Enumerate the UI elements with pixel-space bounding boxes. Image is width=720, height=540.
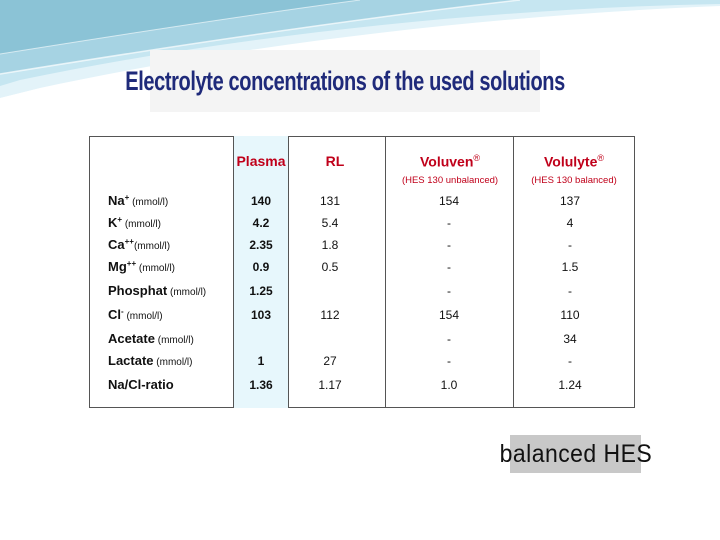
charge-sign: - [121,307,124,316]
unit-label: (mmol/l) [133,241,171,252]
slide-title-box: Electrolyte concentrations of the used s… [125,50,565,112]
charge-sign: + [124,193,130,202]
table-cell: 2.35 [249,238,273,252]
table-cell: 1 [257,354,265,368]
table-cell: 1.17 [318,378,342,392]
table-cell: 154 [438,194,460,208]
table-cell: 5.4 [321,216,339,230]
table-cell: - [568,284,572,298]
plasma-column-highlight [233,136,289,408]
unit-label: (mmol/l) [153,357,193,368]
electrolyte-name: Cl [108,307,121,322]
subheader-voluven: (HES 130 unbalanced) [401,175,499,186]
header-voluven: Voluven® [419,153,481,170]
table-cell: 154 [438,308,460,322]
row-label: K+ (mmol/l) [108,215,161,230]
table-row: Lactate (mmol/l) 1 27 - - [90,353,636,373]
table-cell: - [447,238,451,252]
badge-label: balanced HES [499,439,652,468]
electrolyte-name: K [108,215,118,230]
table-cell: 137 [559,194,581,208]
row-label: Lactate (mmol/l) [108,353,192,368]
table-cell: 1.24 [558,378,582,392]
header-volulyte: Volulyte® [543,153,605,170]
row-label: Cl- (mmol/l) [108,307,163,322]
electrolyte-name: Na/Cl-ratio [108,377,174,392]
table-cell: 34 [563,332,577,346]
row-label: Na/Cl-ratio [108,377,174,392]
balanced-hes-badge: balanced HES [499,435,651,473]
electrolyte-table: Plasma RL Voluven® (HES 130 unbalanced) … [89,136,635,408]
table-cell: - [447,284,451,298]
table-row: Ca++(mmol/l) 2.35 1.8 - - [90,237,636,257]
table-row: Mg++ (mmol/l) 0.9 0.5 - 1.5 [90,259,636,279]
row-label: Ca++(mmol/l) [108,237,170,252]
table-row: Cl- (mmol/l) 103 112 154 110 [90,307,636,327]
table-cell: 140 [250,194,272,208]
unit-label: (mmol/l) [136,263,176,274]
row-label: Na+ (mmol/l) [108,193,168,208]
table-cell: 4 [566,216,574,230]
unit-label: (mmol/l) [122,219,161,230]
table-cell: 1.25 [249,284,273,298]
table-cell: - [568,354,572,368]
unit-label: (mmol/l) [167,287,207,298]
header-rl: RL [325,153,345,169]
table-cell: 1.0 [440,378,458,392]
unit-label: (mmol/l) [123,311,163,322]
subheader-volulyte: (HES 130 balanced) [531,175,617,186]
unit-label: (mmol/l) [129,197,169,208]
table-cell: 112 [320,308,340,322]
table-cell: - [447,260,451,274]
table-row: Phosphat (mmol/l) 1.25 - - [90,283,636,303]
electrolyte-name: Phosphat [108,283,168,298]
charge-sign: + [117,215,123,224]
table-cell: 110 [560,308,580,322]
table-row: Na/Cl-ratio 1.36 1.17 1.0 1.24 [90,377,636,397]
table-cell: 1.5 [561,260,579,274]
charge-sign: ++ [124,237,134,246]
table-cell: 0.5 [321,260,339,274]
table-cell: 131 [319,194,341,208]
table-cell: 1.36 [249,378,273,392]
registered-mark: ® [597,153,605,163]
row-label: Phosphat (mmol/l) [108,283,206,298]
table-cell: - [447,216,451,230]
charge-sign: ++ [126,259,137,268]
table-cell: 4.2 [252,216,270,230]
column-divider [385,136,386,408]
column-divider [513,136,514,408]
table-cell: - [568,238,572,252]
electrolyte-name: Mg [108,259,127,274]
electrolyte-name: Ca [108,237,125,252]
table-cell: 103 [250,308,272,322]
table-cell: 0.9 [252,260,270,274]
row-label: Acetate (mmol/l) [108,331,194,346]
slide-title: Electrolyte concentrations of the used s… [125,65,565,96]
unit-label: (mmol/l) [154,335,194,346]
table-row: Acetate (mmol/l) - 34 [90,331,636,351]
table-cell: - [447,354,451,368]
electrolyte-name: Acetate [108,331,155,346]
header-plasma: Plasma [236,153,286,169]
registered-mark: ® [473,153,481,163]
row-label: Mg++ (mmol/l) [108,259,175,274]
table-cell: 1.8 [321,238,339,252]
table-row: Na+ (mmol/l) 140 131 154 137 [90,193,636,213]
table-row: K+ (mmol/l) 4.2 5.4 - 4 [90,215,636,235]
table-cell: - [447,332,451,346]
electrolyte-name: Na [108,193,125,208]
table-cell: 27 [323,354,337,368]
electrolyte-name: Lactate [108,353,154,368]
